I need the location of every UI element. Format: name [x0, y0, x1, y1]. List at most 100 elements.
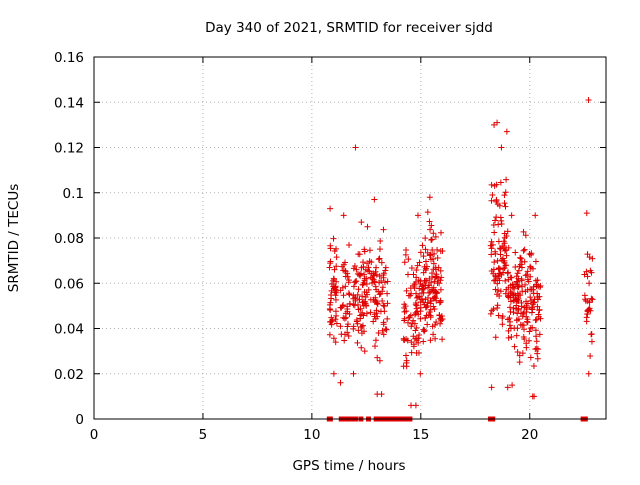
data-point — [344, 308, 351, 315]
data-point — [536, 307, 543, 314]
data-point — [408, 402, 415, 409]
data-point — [424, 321, 431, 328]
data-point — [427, 306, 434, 313]
data-point — [327, 299, 334, 306]
data-point — [428, 256, 435, 263]
data-point — [518, 264, 525, 271]
data-point — [498, 144, 505, 151]
data-point — [437, 267, 444, 274]
data-point — [530, 299, 537, 306]
data-point — [524, 319, 531, 326]
data-point — [521, 246, 528, 253]
data-point — [487, 310, 494, 317]
data-point — [495, 287, 502, 294]
data-point — [433, 319, 440, 326]
data-point — [376, 246, 383, 253]
data-point — [361, 277, 368, 284]
data-point — [516, 282, 523, 289]
data-point — [402, 303, 409, 310]
data-point — [505, 269, 512, 276]
data-point — [403, 287, 410, 294]
data-point — [585, 370, 592, 377]
data-point — [529, 306, 536, 313]
data-point — [413, 310, 420, 317]
data-point — [420, 285, 427, 292]
data-point — [337, 379, 344, 386]
data-point — [513, 332, 520, 339]
data-point — [344, 273, 351, 280]
data-point — [422, 246, 429, 253]
data-point — [356, 296, 363, 303]
data-point — [492, 248, 499, 255]
data-point — [422, 258, 429, 265]
plot-frame — [93, 56, 607, 420]
data-point — [520, 247, 527, 254]
data-point — [503, 176, 510, 183]
data-point — [511, 343, 518, 350]
data-point — [412, 335, 419, 342]
data-point — [378, 259, 385, 266]
data-point — [363, 302, 370, 309]
data-point — [356, 251, 363, 258]
data-point — [327, 242, 334, 249]
data-point — [584, 273, 591, 280]
data-point — [332, 316, 339, 323]
data-point — [416, 259, 423, 266]
data-point — [523, 318, 530, 325]
data-point — [415, 339, 422, 346]
data-point — [417, 315, 424, 322]
data-point — [358, 344, 365, 351]
y-tick-label: 0.02 — [54, 367, 84, 383]
data-point — [437, 277, 444, 284]
data-point — [328, 321, 335, 328]
data-point — [328, 280, 335, 287]
y-tick-label: 0.08 — [54, 231, 84, 247]
data-point — [382, 267, 389, 274]
data-point — [532, 327, 539, 334]
data-point — [501, 200, 508, 207]
data-point — [587, 352, 594, 359]
data-point — [352, 144, 359, 151]
data-point — [352, 278, 359, 285]
data-point — [361, 288, 368, 295]
data-point — [536, 331, 543, 338]
data-point — [340, 212, 347, 219]
data-point — [328, 287, 335, 294]
data-point — [419, 286, 426, 293]
data-point — [384, 300, 391, 307]
data-point — [426, 218, 433, 225]
data-point — [384, 315, 391, 322]
data-point — [375, 256, 382, 263]
data-point — [422, 314, 429, 321]
data-point — [413, 266, 420, 273]
data-point — [522, 232, 529, 239]
data-point — [519, 288, 526, 295]
data-point — [514, 270, 521, 277]
data-point — [330, 370, 337, 377]
data-point — [537, 315, 544, 322]
data-point — [499, 321, 506, 328]
data-point — [515, 267, 522, 274]
data-point — [584, 310, 591, 317]
data-point — [532, 212, 539, 219]
y-tick-label: 0.12 — [54, 141, 84, 157]
data-point — [351, 263, 358, 270]
data-point — [588, 295, 595, 302]
data-point — [372, 337, 379, 344]
data-point — [413, 290, 420, 297]
chart-title: Day 340 of 2021, SRMTID for receiver sjd… — [205, 20, 493, 36]
data-point — [427, 312, 434, 319]
data-point — [527, 294, 534, 301]
data-point — [493, 181, 500, 188]
data-point — [332, 286, 339, 293]
data-point — [494, 280, 501, 287]
y-axis: 0 0.02 0.04 0.06 0.08 0.1 0.12 0.14 0.16 — [54, 50, 606, 428]
data-point — [534, 350, 541, 357]
data-point — [508, 274, 515, 281]
y-tick-label: 0.16 — [54, 50, 84, 66]
data-point — [428, 222, 435, 229]
data-point — [340, 267, 347, 274]
data-point — [384, 278, 391, 285]
data-point — [533, 338, 540, 345]
data-point — [327, 258, 334, 265]
